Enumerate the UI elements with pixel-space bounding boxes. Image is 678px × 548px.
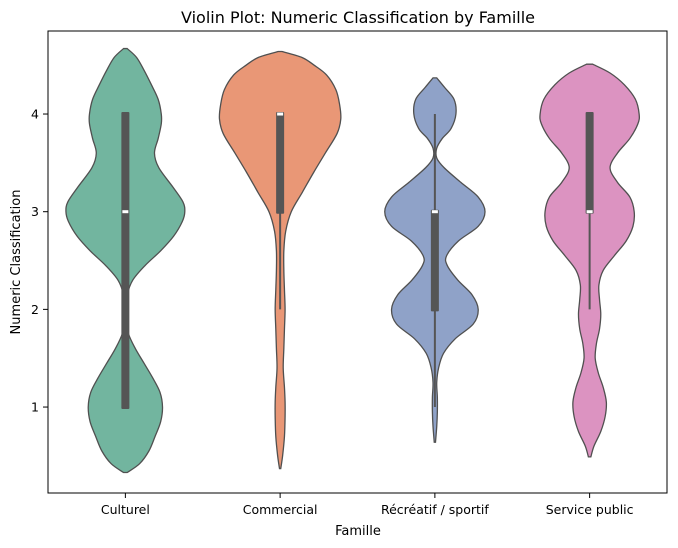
y-axis: 1 2 3 4 xyxy=(31,107,48,415)
iqr-box xyxy=(585,112,594,214)
y-tick-label: 4 xyxy=(31,107,39,122)
iqr-box xyxy=(121,112,130,410)
iqr-box xyxy=(276,112,285,214)
chart-title: Violin Plot: Numeric Classification by F… xyxy=(181,8,535,27)
x-tick-label: Récréatif / sportif xyxy=(381,502,489,517)
y-tick-label: 3 xyxy=(31,204,39,219)
y-tick-label: 2 xyxy=(31,302,39,317)
violins-layer xyxy=(65,47,640,474)
x-tick-label: Service public xyxy=(546,502,634,517)
median-marker xyxy=(586,210,593,214)
y-tick-label: 1 xyxy=(31,400,39,415)
x-axis-label: Famille xyxy=(335,524,381,539)
plot-frame xyxy=(47,30,668,494)
boxes-layer xyxy=(121,112,594,410)
iqr-box xyxy=(430,209,439,312)
x-tick-label: Commercial xyxy=(243,502,318,517)
x-axis: Culturel Commercial Récréatif / sportif Ser… xyxy=(101,493,634,517)
y-axis-label: Numeric Classification xyxy=(9,190,24,335)
x-tick-label: Culturel xyxy=(101,502,150,517)
median-marker xyxy=(277,112,284,116)
median-marker xyxy=(431,210,438,214)
median-marker xyxy=(122,210,129,214)
